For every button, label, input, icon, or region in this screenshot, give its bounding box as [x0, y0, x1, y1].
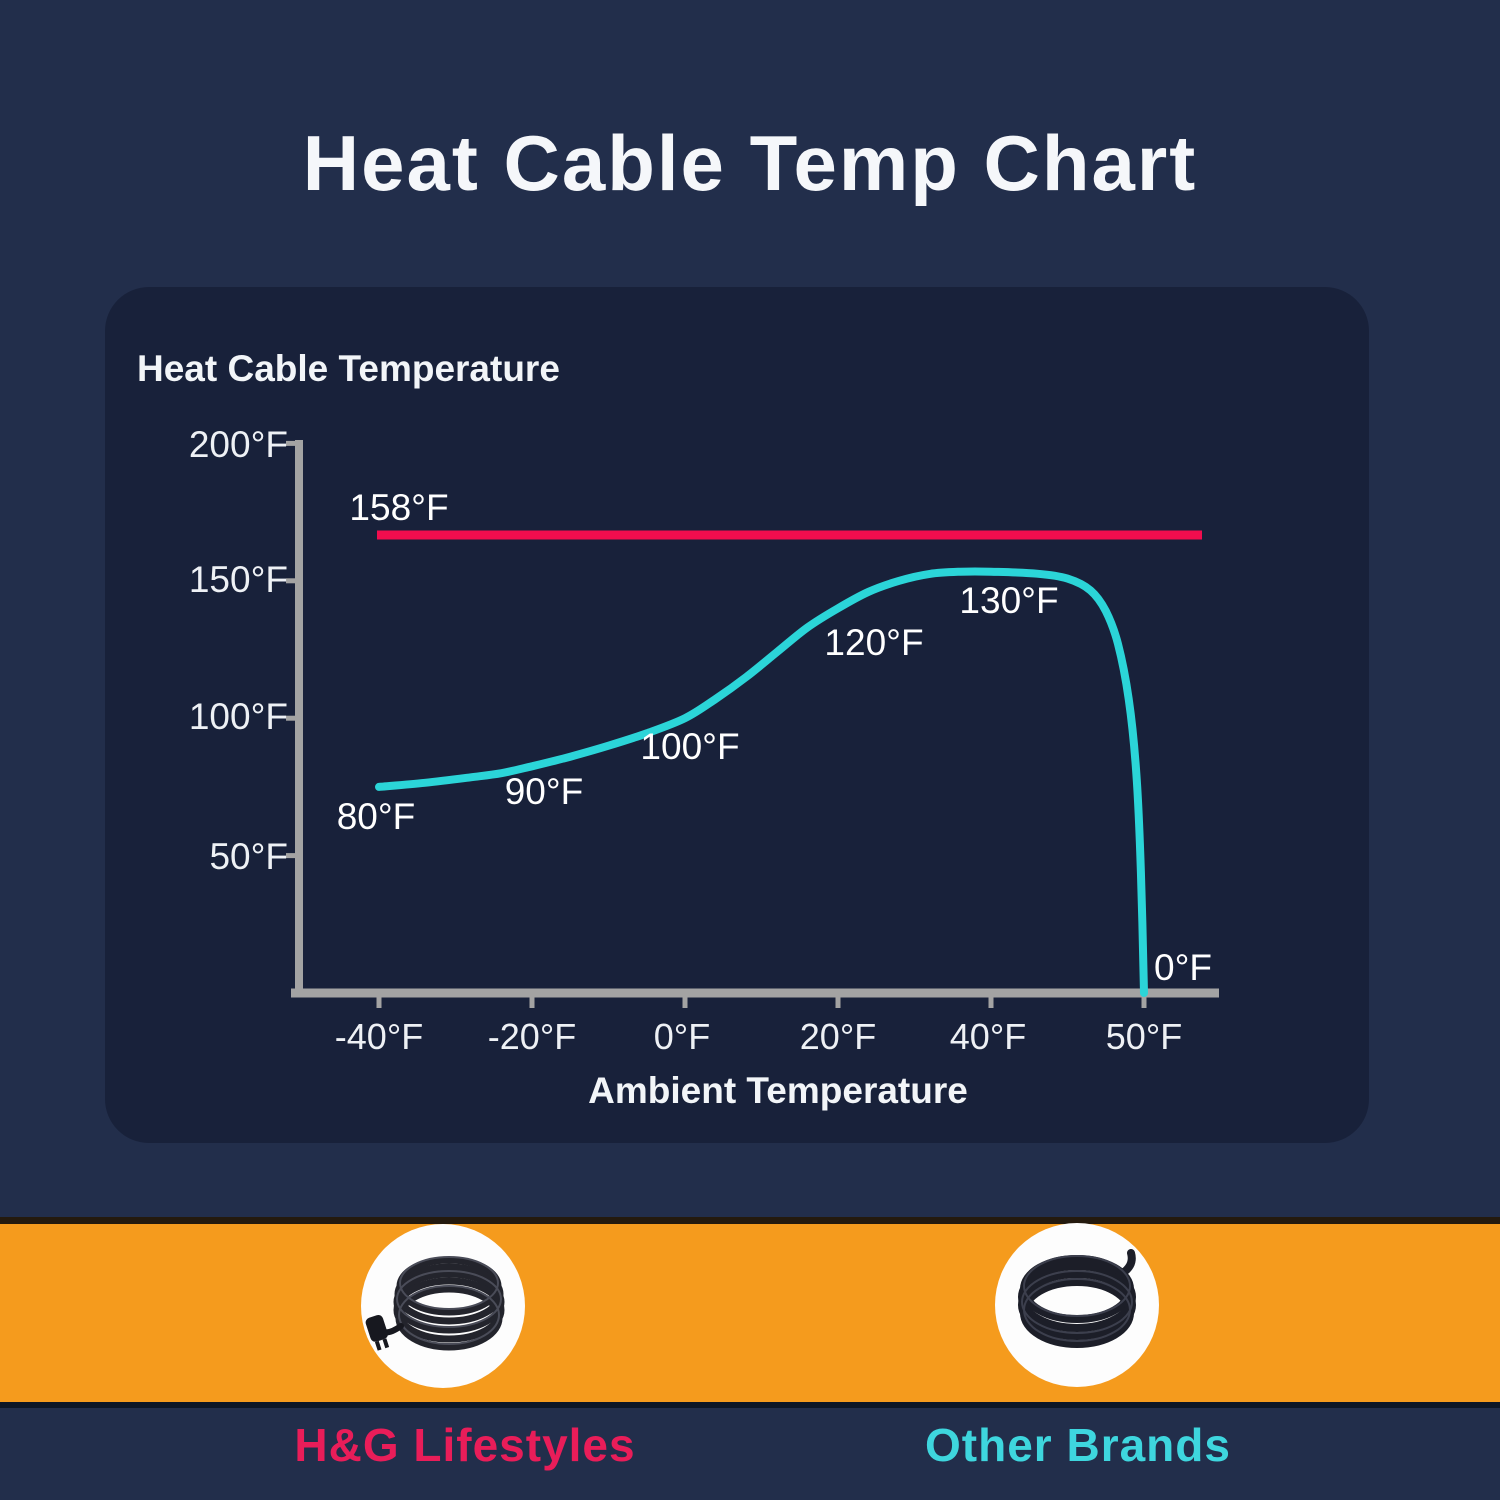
- curve-label-0f: 0°F: [1154, 947, 1212, 988]
- x-tick-50: 50°F: [1105, 1016, 1183, 1057]
- y-tick-50: 50°F: [209, 836, 288, 877]
- x-tick-20: 20°F: [799, 1016, 877, 1057]
- coiled-heat-cable-icon: [1018, 1249, 1136, 1348]
- x-tick-40: 40°F: [949, 1016, 1027, 1057]
- curve-label-100f: 100°F: [640, 726, 740, 767]
- other-brands-product-photo: [995, 1223, 1159, 1387]
- curve-label-130f: 130°F: [959, 580, 1059, 621]
- curve-label-90f: 90°F: [504, 771, 584, 812]
- x-tick-0: 0°F: [653, 1016, 711, 1057]
- x-tick-minus40: -40°F: [334, 1016, 424, 1057]
- coiled-heat-cable-with-plug-icon: [365, 1256, 505, 1351]
- y-axis-title: Heat Cable Temperature: [137, 348, 560, 389]
- limit-line-label: 158°F: [349, 487, 449, 528]
- y-tick-200: 200°F: [188, 424, 288, 465]
- curve-label-80f: 80°F: [336, 796, 416, 837]
- branding-band: [0, 1217, 1500, 1408]
- brand-label-other-brands: Other Brands: [925, 1419, 1231, 1471]
- y-tick-100: 100°F: [188, 696, 288, 737]
- curve-label-120f: 120°F: [824, 622, 924, 663]
- hg-lifestyles-product-photo: [361, 1224, 525, 1388]
- x-tick-minus20: -20°F: [487, 1016, 577, 1057]
- chart-panel: [105, 287, 1369, 1143]
- x-axis-title: Ambient Temperature: [588, 1070, 968, 1111]
- brand-label-hg-lifestyles: H&G Lifestyles: [294, 1419, 636, 1471]
- page-title: Heat Cable Temp Chart: [302, 119, 1198, 207]
- y-tick-150: 150°F: [188, 559, 288, 600]
